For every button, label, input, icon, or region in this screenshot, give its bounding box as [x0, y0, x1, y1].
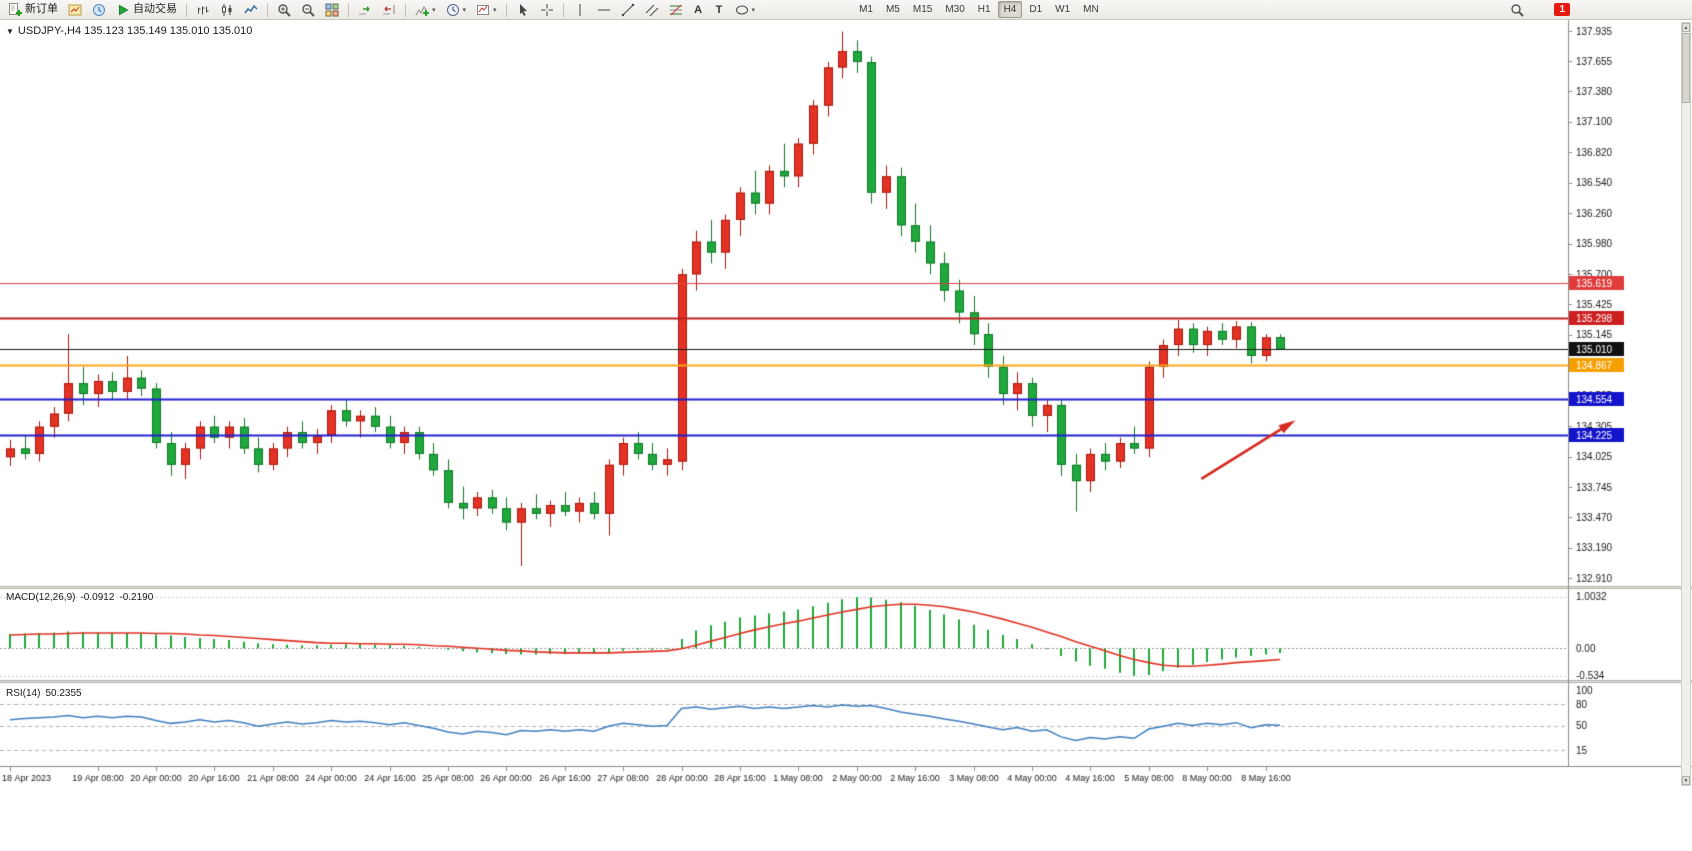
price-chart-canvas[interactable]	[0, 20, 1692, 851]
timeframe-button-m15[interactable]: M15	[912, 4, 933, 15]
market-watch-button[interactable]	[88, 1, 110, 18]
horizontal-line-icon	[597, 3, 611, 17]
toolbar-separator	[348, 2, 349, 17]
new-order-button[interactable]: 新订单	[4, 1, 62, 18]
crosshair-button[interactable]	[536, 1, 558, 18]
chart-symbol-header: ▼ USDJPY-,H4 135.123 135.149 135.010 135…	[6, 25, 252, 37]
line-chart-icon	[244, 3, 258, 17]
candlestick-chart-icon	[220, 3, 234, 17]
scroll-up-icon[interactable]: ▲	[1682, 23, 1690, 32]
line-chart-button[interactable]	[240, 1, 262, 18]
chart-dropdown-icon[interactable]: ▼	[6, 26, 14, 36]
vertical-line-icon	[573, 3, 587, 17]
shapes-icon	[735, 3, 749, 17]
bar-chart-icon	[196, 3, 210, 17]
auto-trading-button[interactable]: 自动交易	[112, 1, 181, 18]
cursor-icon	[516, 3, 530, 17]
horizontal-line-button[interactable]	[593, 1, 615, 18]
indicators-button[interactable]: ▾	[411, 1, 440, 18]
timeframe-button-m1[interactable]: M1	[859, 4, 873, 15]
new-order-icon	[8, 2, 22, 17]
toolbar-separator	[186, 2, 187, 17]
timeframe-button-h1[interactable]: H1	[977, 4, 991, 15]
auto-trading-play-icon	[116, 3, 130, 17]
auto-scroll-icon	[358, 3, 372, 17]
notification-badge[interactable]: 1	[1554, 3, 1570, 16]
zoom-out-button[interactable]	[297, 1, 319, 18]
periods-clock-icon	[446, 3, 460, 17]
dropdown-icon: ▾	[462, 6, 467, 14]
indicators-icon	[415, 3, 429, 17]
market-watch-icon	[92, 3, 106, 17]
tile-windows-icon	[325, 3, 339, 17]
chart-shift-icon	[382, 3, 396, 17]
auto-scroll-button[interactable]	[354, 1, 376, 18]
text-tool-icon: A	[694, 3, 703, 16]
timeframe-button-mn[interactable]: MN	[1083, 4, 1099, 15]
vertical-line-button[interactable]	[569, 1, 591, 18]
templates-button[interactable]: ▾	[472, 1, 501, 18]
search-button[interactable]	[1506, 1, 1528, 18]
timeframe-button-w1[interactable]: W1	[1055, 4, 1071, 15]
label-tool-icon: T	[715, 3, 723, 16]
trendline-button[interactable]	[617, 1, 639, 18]
toolbar-separator	[405, 2, 406, 17]
search-icon	[1510, 3, 1525, 17]
main-toolbar: 新订单 自动交易	[0, 0, 1692, 20]
scroll-down-icon[interactable]: ▼	[1682, 776, 1690, 785]
charts-window-icon	[68, 3, 82, 17]
fibonacci-button[interactable]	[665, 1, 687, 18]
timeframe-button-d1[interactable]: D1	[1029, 4, 1043, 15]
timeframe-button-m30[interactable]: M30	[945, 4, 965, 15]
auto-trading-label: 自动交易	[133, 3, 177, 15]
label-button[interactable]: T	[710, 1, 729, 18]
toolbar-right-group: 1	[1506, 1, 1570, 18]
zoom-out-icon	[301, 3, 315, 17]
cursor-button[interactable]	[512, 1, 534, 18]
macd-main-value: -0.0912	[80, 592, 115, 603]
bar-chart-button[interactable]	[192, 1, 214, 18]
timeframe-toolbar: M1 M5 M15 M30 H1 H4 D1 W1 MN	[853, 1, 1105, 18]
chart-shift-button[interactable]	[378, 1, 400, 18]
rsi-name: RSI(14)	[6, 688, 41, 699]
templates-icon	[476, 3, 490, 17]
new-order-label: 新订单	[25, 3, 58, 15]
charts-window-button[interactable]	[64, 1, 86, 18]
channel-button[interactable]	[641, 1, 663, 18]
zoom-in-icon	[277, 3, 291, 17]
timeframe-button-h4[interactable]: H4	[997, 1, 1023, 18]
zoom-in-button[interactable]	[273, 1, 295, 18]
macd-indicator-label: MACD(12,26,9) -0.0912 -0.2190	[6, 592, 153, 603]
vertical-scrollbar[interactable]: ▲ ▼	[1681, 22, 1691, 786]
trendline-icon	[621, 3, 635, 17]
rsi-value: 50.2355	[45, 688, 82, 699]
crosshair-icon	[540, 3, 554, 17]
periods-button[interactable]: ▾	[442, 1, 471, 18]
scrollbar-thumb[interactable]	[1682, 33, 1690, 103]
rsi-indicator-label: RSI(14) 50.2355	[6, 688, 82, 699]
symbol-ohlc-text: USDJPY-,H4 135.123 135.149 135.010 135.0…	[17, 25, 253, 37]
dropdown-icon: ▾	[751, 6, 756, 14]
tile-windows-button[interactable]	[321, 1, 343, 18]
timeframe-button-m5[interactable]: M5	[885, 4, 900, 15]
shapes-button[interactable]: ▾	[731, 1, 760, 18]
macd-signal-value: -0.2190	[119, 592, 154, 603]
chart-area: ▼ USDJPY-,H4 135.123 135.149 135.010 135…	[0, 20, 1692, 851]
macd-name: MACD(12,26,9)	[6, 592, 76, 603]
channel-icon	[645, 3, 659, 17]
fibonacci-icon	[669, 3, 683, 17]
candlestick-chart-button[interactable]	[216, 1, 238, 18]
toolbar-separator	[505, 2, 507, 17]
text-button[interactable]: A	[689, 1, 708, 18]
toolbar-separator	[562, 2, 564, 17]
toolbar-separator	[267, 2, 268, 17]
dropdown-icon: ▾	[432, 6, 436, 14]
dropdown-icon: ▾	[493, 6, 497, 14]
